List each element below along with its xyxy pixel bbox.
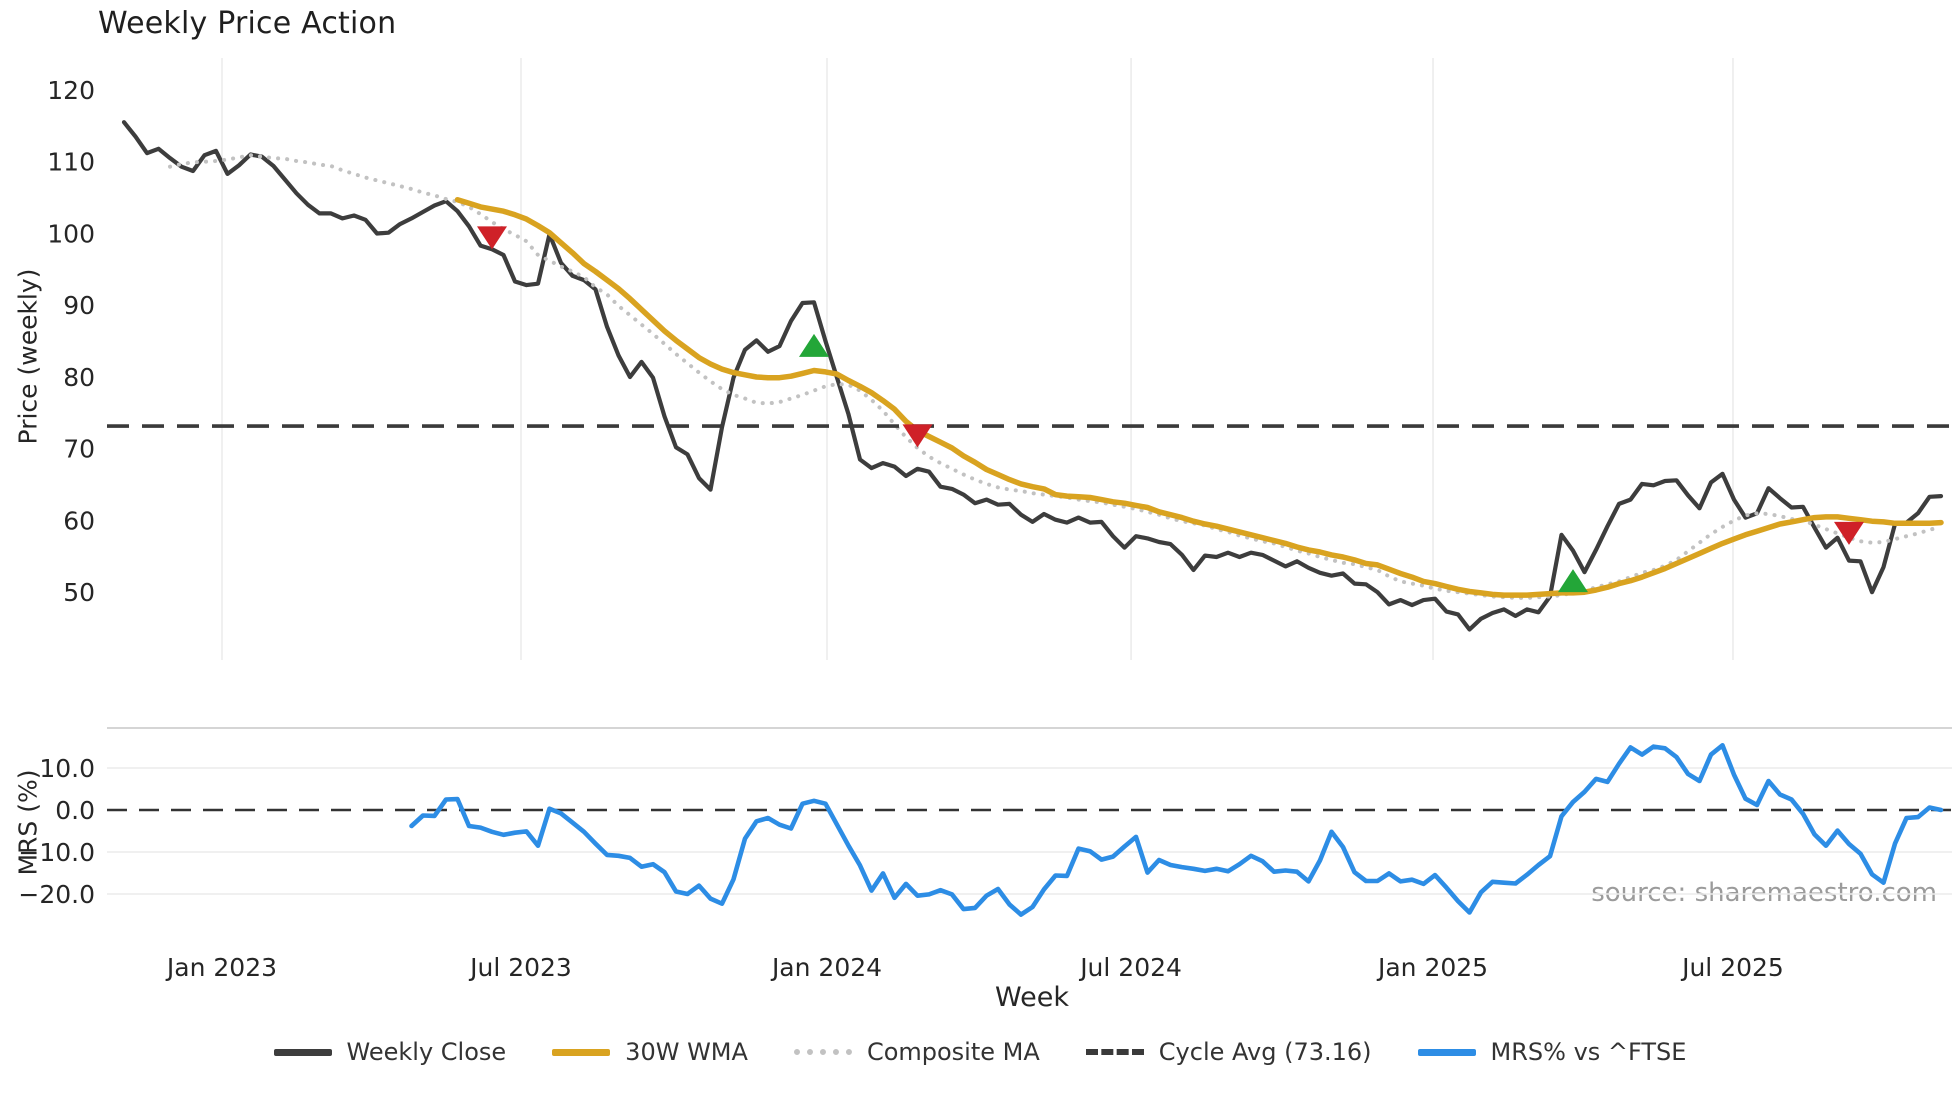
page-title: Weekly Price Action <box>98 6 397 41</box>
price-panel: Jan 2023 Jul 2023 Jan 2024 Jul 2024 Jan 2025… <box>47 58 1952 982</box>
y-tick-label: 100 <box>47 219 95 248</box>
mrs-tick-label: 10.0 <box>39 754 95 783</box>
y-tick-label: 110 <box>47 148 95 177</box>
source-watermark: source: sharemaestro.com <box>1591 878 1937 908</box>
mrs-tick-label: 0.0 <box>55 796 95 825</box>
x-tick-label: Jul 2024 <box>1078 953 1182 982</box>
legend-item-mrs-vs-ftse: MRS% vs ^FTSE <box>1417 1038 1687 1066</box>
mrs-tick-label: −10.0 <box>18 838 95 867</box>
x-tick-label: Jul 2023 <box>468 953 572 982</box>
legend-label: Cycle Avg (73.16) <box>1158 1038 1372 1066</box>
sell-signal-marker <box>1834 521 1864 545</box>
x-tick-label: Jan 2024 <box>770 953 882 982</box>
buy-signal-marker <box>799 333 829 357</box>
mrs-panel: 10.0 0.0 −10.0 −20.0 <box>18 727 1952 917</box>
y-tick-label: 80 <box>63 363 95 392</box>
legend-label: MRS% vs ^FTSE <box>1490 1038 1687 1066</box>
legend-item-weekly-close: Weekly Close <box>273 1038 507 1066</box>
legend-swatch <box>1085 1049 1144 1055</box>
legend-label: Composite MA <box>866 1038 1040 1066</box>
x-axis-label: Week <box>995 982 1069 1013</box>
legend-swatch <box>793 1049 852 1055</box>
sell-signal-marker <box>477 226 507 250</box>
legend-item-30w-wma: 30W WMA <box>552 1038 748 1066</box>
legend-item-cycle-avg-73-16: Cycle Avg (73.16) <box>1085 1038 1372 1066</box>
mrs-line <box>409 743 1944 917</box>
legend-item-composite-ma: Composite MA <box>793 1038 1040 1066</box>
legend-swatch <box>1417 1048 1476 1056</box>
legend-label: Weekly Close <box>346 1038 507 1066</box>
wma-line <box>454 196 1944 598</box>
y-tick-label: 60 <box>63 506 95 535</box>
x-tick-label: Jul 2025 <box>1680 953 1784 982</box>
x-tick-label: Jan 2025 <box>1376 953 1488 982</box>
y-tick-label: 120 <box>47 76 95 105</box>
composite-ma-line <box>168 153 1943 600</box>
legend-swatch <box>273 1048 332 1056</box>
y-tick-label: 50 <box>63 578 95 607</box>
y-tick-label: 90 <box>63 291 95 320</box>
legend-label: 30W WMA <box>625 1038 748 1066</box>
mrs-tick-label: −20.0 <box>18 880 95 909</box>
sell-signal-marker <box>902 424 933 448</box>
x-tick-label: Jan 2023 <box>165 953 277 982</box>
legend-swatch <box>552 1048 611 1056</box>
buy-signal-marker <box>1558 569 1588 593</box>
weekly-close-line <box>121 120 1944 632</box>
y-tick-label: 70 <box>63 435 95 464</box>
chart-legend: Weekly Close 30W WMA Composite MA Cycle Avg… <box>0 1032 1960 1072</box>
